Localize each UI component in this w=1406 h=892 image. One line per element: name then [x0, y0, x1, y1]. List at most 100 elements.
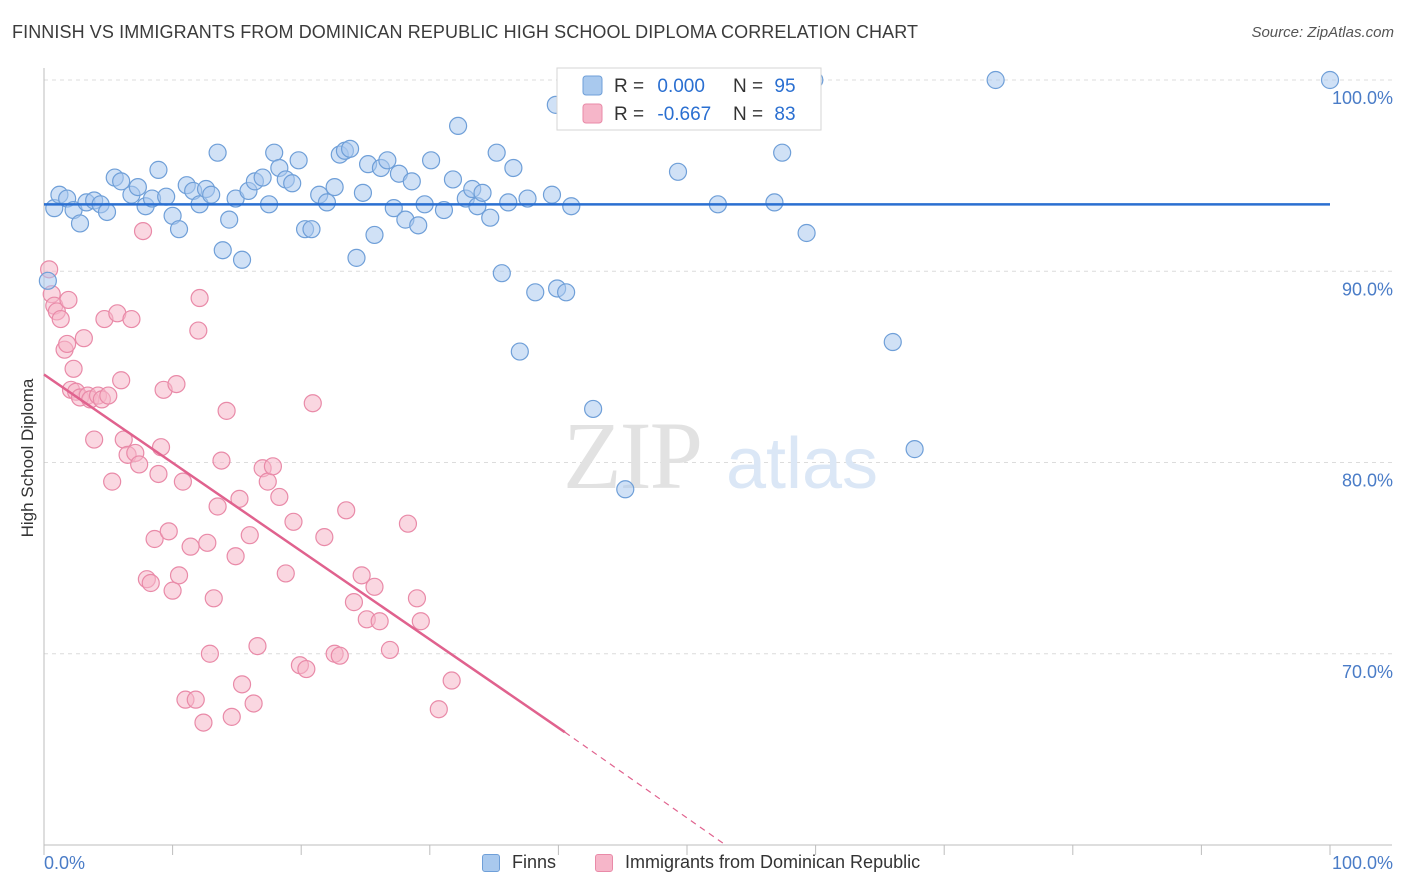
dominican-point-26: [130, 455, 149, 474]
finns-point-66: [473, 183, 492, 202]
dominican-point-56: [244, 694, 263, 713]
dominican-point-21: [112, 371, 131, 390]
finns-point-25: [208, 143, 227, 162]
finns-point-0: [38, 271, 57, 290]
finns-point-67: [481, 208, 500, 227]
finns-point-59: [421, 151, 441, 170]
finns-point-13: [128, 178, 147, 197]
legend-r-label-finns: R =: [614, 76, 649, 97]
finns-point-73: [518, 189, 537, 208]
dominican-point-57: [248, 636, 267, 656]
finns-point-26: [213, 241, 232, 260]
finns-point-48: [353, 183, 373, 202]
legend-n-label-dominican: N =: [733, 104, 768, 125]
dominican-point-36: [167, 374, 186, 394]
finns-point-42: [317, 193, 337, 212]
bottom-legend-item-finns: Finns: [482, 852, 556, 873]
dominican-trendline: [43, 373, 566, 734]
finns-point-19: [169, 220, 189, 239]
series-dominican-points: [40, 221, 461, 732]
finns-point-68: [487, 143, 506, 162]
finns-point-34: [265, 143, 284, 162]
finns-point-90: [986, 70, 1005, 90]
dominican-point-74: [365, 577, 384, 596]
finns-point-29: [232, 250, 252, 269]
finns-point-37: [283, 174, 302, 193]
finns-point-85: [765, 193, 784, 212]
finns-point-79: [584, 399, 603, 419]
dominican-point-14: [85, 430, 104, 449]
y-tick-label-0: 100.0%: [1332, 88, 1393, 108]
dominican-point-47: [204, 589, 223, 608]
finns-point-75: [542, 185, 562, 204]
svg-text:R = -0.667: R = -0.667: [614, 104, 711, 125]
dominican-point-4: [51, 309, 70, 329]
dominican-point-34: [159, 522, 178, 541]
dominican-point-35: [163, 581, 182, 600]
bottom-legend: Finns Immigrants from Dominican Republic: [0, 852, 1406, 878]
finns-point-52: [378, 151, 397, 170]
watermark-atlas: atlas: [726, 424, 878, 504]
dominican-point-30: [145, 529, 164, 549]
dominican-point-78: [407, 589, 427, 608]
dominican-point-63: [284, 512, 303, 531]
legend-n-label-finns: N =: [733, 76, 768, 97]
finns-point-47: [347, 248, 366, 267]
legend-n-value-finns: 95: [774, 76, 795, 97]
legend-r-label-dominican: R =: [614, 104, 649, 125]
bottom-legend-swatch-finns: [482, 853, 500, 872]
dominican-point-19: [103, 472, 122, 491]
y-tick-labels: 100.0% 90.0% 80.0% 70.0%: [1332, 88, 1393, 682]
svg-text:N = 95: N = 95: [733, 76, 796, 97]
chart-title: FINNISH VS IMMIGRANTS FROM DOMINICAN REP…: [12, 22, 919, 42]
dominican-point-76: [380, 640, 400, 660]
finns-point-77: [557, 283, 576, 302]
dominican-point-24: [122, 309, 141, 329]
dominican-point-67: [315, 527, 334, 547]
finns-point-74: [526, 283, 545, 302]
dominican-point-60: [263, 457, 283, 476]
dominican-point-80: [429, 700, 448, 719]
finns-point-78: [562, 197, 581, 216]
finns-point-80: [616, 480, 635, 499]
dominican-point-75: [370, 612, 389, 631]
dominican-point-71: [344, 593, 364, 612]
dominican-point-72: [352, 566, 371, 585]
dominican-point-66: [303, 394, 322, 413]
legend-swatch-dominican: [582, 103, 603, 124]
finns-point-11: [112, 172, 131, 191]
finns-point-72: [510, 342, 529, 361]
finns-point-32: [253, 168, 272, 187]
dominican-point-79: [411, 612, 430, 631]
finns-point-89: [905, 440, 924, 459]
dominican-point-40: [181, 537, 200, 556]
legend-r-value-finns: 0.000: [657, 76, 705, 97]
legend-swatch-finns: [582, 75, 603, 96]
dominican-point-59: [258, 472, 277, 491]
gridlines: [44, 79, 1392, 655]
dominican-point-46: [200, 644, 219, 663]
finns-point-9: [97, 202, 117, 222]
bottom-legend-label-finns: Finns: [512, 852, 557, 872]
dominican-point-29: [141, 573, 160, 593]
finns-point-62: [448, 116, 468, 136]
trendlines: [43, 203, 1330, 846]
dominican-point-55: [240, 526, 259, 545]
dominican-point-18: [99, 386, 118, 405]
dominican-point-61: [270, 487, 289, 507]
finns-point-70: [499, 193, 518, 212]
dominican-point-41: [186, 690, 205, 709]
finns-point-69: [492, 264, 511, 283]
legend-box: R = 0.000 N = 95 R = -0.667 N = 83: [556, 67, 822, 131]
dominican-point-82: [59, 290, 78, 310]
dominican-point-27: [133, 221, 153, 241]
finns-point-17: [157, 187, 176, 206]
dominican-point-62: [276, 564, 295, 583]
dominican-point-49: [212, 451, 231, 470]
finns-point-27: [220, 210, 239, 229]
dominican-point-50: [217, 401, 236, 420]
finns-point-82: [668, 162, 688, 181]
dominican-point-54: [232, 675, 252, 694]
finns-point-86: [773, 143, 792, 162]
dominican-point-48: [208, 497, 227, 516]
